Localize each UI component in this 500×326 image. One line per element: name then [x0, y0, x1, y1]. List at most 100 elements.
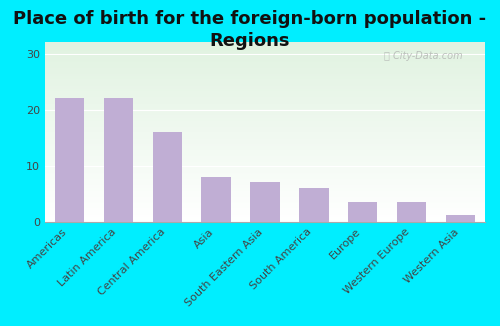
- Bar: [45, 97, 485, 98]
- Bar: [45, 168, 485, 169]
- Bar: [45, 144, 485, 145]
- Bar: [45, 208, 485, 209]
- Bar: [45, 45, 485, 46]
- Bar: [45, 78, 485, 79]
- Bar: [45, 164, 485, 165]
- Bar: [45, 180, 485, 181]
- Bar: [45, 189, 485, 190]
- Bar: [45, 173, 485, 174]
- Bar: [45, 72, 485, 73]
- Bar: [45, 75, 485, 76]
- Bar: [45, 99, 485, 100]
- Bar: [45, 54, 485, 55]
- Bar: [45, 105, 485, 106]
- Bar: [45, 212, 485, 213]
- Bar: [45, 137, 485, 138]
- Bar: [45, 207, 485, 208]
- Bar: [45, 183, 485, 184]
- Bar: [45, 80, 485, 81]
- Bar: [45, 147, 485, 148]
- Bar: [45, 176, 485, 177]
- Bar: [45, 113, 485, 114]
- Bar: [45, 188, 485, 189]
- Bar: [45, 195, 485, 196]
- Bar: [45, 112, 485, 113]
- Bar: [45, 184, 485, 185]
- Bar: [45, 87, 485, 88]
- Bar: [45, 216, 485, 217]
- Bar: [45, 104, 485, 105]
- Bar: [45, 160, 485, 161]
- Bar: [45, 51, 485, 52]
- Bar: [45, 50, 485, 51]
- Bar: [45, 211, 485, 212]
- Bar: [45, 152, 485, 153]
- Bar: [45, 94, 485, 95]
- Bar: [45, 103, 485, 104]
- Bar: [45, 122, 485, 123]
- Bar: [45, 117, 485, 118]
- Bar: [45, 206, 485, 207]
- Bar: [45, 85, 485, 86]
- Bar: [45, 201, 485, 202]
- Bar: [45, 148, 485, 149]
- Bar: [45, 145, 485, 146]
- Bar: [45, 143, 485, 144]
- Bar: [45, 179, 485, 180]
- Bar: [45, 162, 485, 163]
- Bar: [45, 136, 485, 137]
- Bar: [45, 150, 485, 151]
- Bar: [45, 101, 485, 102]
- Bar: [45, 89, 485, 90]
- Bar: [45, 172, 485, 173]
- Bar: [45, 116, 485, 117]
- Bar: [45, 215, 485, 216]
- Bar: [104, 98, 133, 222]
- Bar: [45, 63, 485, 64]
- Bar: [45, 220, 485, 221]
- Bar: [45, 76, 485, 77]
- Bar: [45, 106, 485, 107]
- Bar: [45, 182, 485, 183]
- Bar: [45, 192, 485, 193]
- Bar: [45, 82, 485, 83]
- Bar: [45, 132, 485, 133]
- Bar: [45, 151, 485, 152]
- Bar: [45, 56, 485, 57]
- Bar: [45, 161, 485, 162]
- Bar: [45, 159, 485, 160]
- Bar: [45, 177, 485, 178]
- Bar: [45, 199, 485, 200]
- Bar: [45, 90, 485, 91]
- Bar: [45, 204, 485, 205]
- Bar: [45, 68, 485, 69]
- Bar: [45, 109, 485, 110]
- Bar: [45, 100, 485, 101]
- Bar: [45, 140, 485, 141]
- Bar: [45, 65, 485, 66]
- Bar: [45, 166, 485, 167]
- Bar: [45, 213, 485, 214]
- Bar: [45, 123, 485, 124]
- Bar: [45, 114, 485, 115]
- Bar: [45, 186, 485, 187]
- Bar: [250, 183, 280, 222]
- Bar: [348, 202, 378, 222]
- Bar: [45, 70, 485, 71]
- Bar: [45, 121, 485, 122]
- Bar: [202, 177, 231, 222]
- Text: ⓘ City-Data.com: ⓘ City-Data.com: [384, 51, 462, 61]
- Bar: [45, 214, 485, 215]
- Bar: [45, 158, 485, 159]
- Bar: [45, 190, 485, 191]
- Bar: [45, 198, 485, 199]
- Bar: [45, 174, 485, 175]
- Bar: [45, 66, 485, 67]
- Bar: [45, 110, 485, 111]
- Text: Place of birth for the foreign-born population -
Regions: Place of birth for the foreign-born popu…: [14, 10, 486, 50]
- Bar: [45, 217, 485, 218]
- Bar: [45, 157, 485, 158]
- Bar: [45, 47, 485, 48]
- Bar: [45, 138, 485, 139]
- Bar: [45, 49, 485, 50]
